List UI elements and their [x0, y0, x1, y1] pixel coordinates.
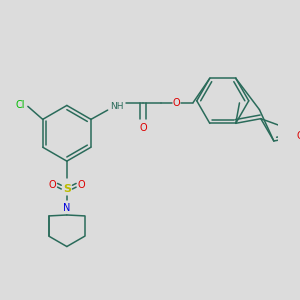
Text: Cl: Cl: [16, 100, 25, 110]
Text: NH: NH: [110, 102, 124, 111]
Text: O: O: [78, 180, 85, 190]
Text: N: N: [63, 202, 70, 213]
Text: O: O: [172, 98, 180, 108]
Text: O: O: [297, 131, 300, 141]
Text: O: O: [139, 123, 147, 133]
Text: S: S: [63, 184, 71, 194]
Text: O: O: [48, 180, 56, 190]
